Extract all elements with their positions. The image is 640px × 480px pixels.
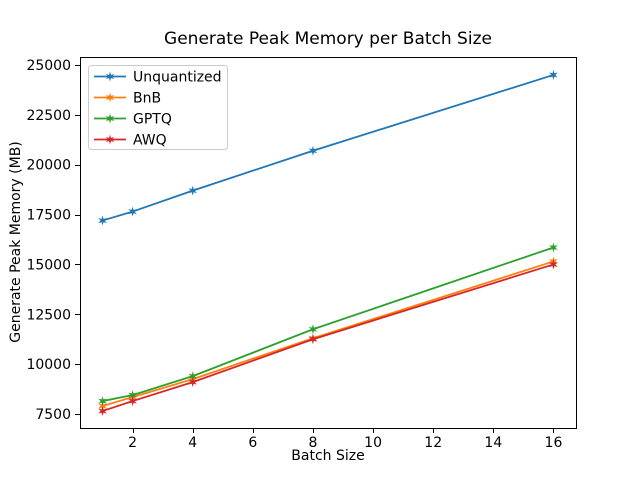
y-tick-label: 25000 <box>26 58 71 74</box>
marker-star-awq <box>549 259 558 270</box>
x-tick-label: 8 <box>309 435 318 451</box>
legend-item-gptq: GPTQ <box>94 112 172 128</box>
marker-star-gptq <box>98 396 107 407</box>
legend-marker-star <box>105 71 115 82</box>
y-tick-label: 22500 <box>26 108 71 124</box>
legend-marker-star <box>105 92 115 103</box>
series-line-awq <box>101 263 555 412</box>
marker-star-awq <box>128 396 137 407</box>
marker-star-awq <box>308 334 318 345</box>
marker-star-unquantized <box>128 206 137 217</box>
x-tick-label: 10 <box>364 435 382 451</box>
y-tick-label: 20000 <box>26 158 71 174</box>
chart-title: Generate Peak Memory per Batch Size <box>164 29 492 49</box>
marker-star-gptq <box>188 371 198 382</box>
y-tick-label: 7500 <box>35 407 71 423</box>
marker-star-awq <box>98 406 107 417</box>
marker-star-gptq <box>549 242 558 253</box>
legend-item-bnb: BnB <box>94 91 161 107</box>
y-tick-label: 12500 <box>26 307 71 323</box>
x-tick-label: 2 <box>128 435 137 451</box>
plot-area: 7500 10000 12500 15000 17500 20000 22500 25000 2… <box>26 57 577 451</box>
legend-marker-star <box>105 134 115 145</box>
y-axis-label: Generate Peak Memory (MB) <box>8 141 24 343</box>
y-tick-label: 17500 <box>26 208 71 224</box>
legend-item-unquantized: Unquantized <box>94 70 222 86</box>
series-line-gptq <box>101 246 555 402</box>
x-tick-label: 6 <box>248 435 257 451</box>
marker-star-unquantized <box>188 185 198 196</box>
legend: Unquantized BnB GPTQ AWQ <box>88 65 228 150</box>
legend-label: AWQ <box>133 133 167 149</box>
x-axis-label: Batch Size <box>291 448 364 464</box>
marker-star-awq <box>188 377 198 388</box>
marker-star-unquantized <box>98 215 107 226</box>
y-tick-label: 15000 <box>26 257 71 273</box>
marker-star-gptq <box>128 390 137 401</box>
axes-frame <box>80 57 577 429</box>
legend-label: GPTQ <box>133 112 172 128</box>
x-tick-label: 16 <box>545 435 563 451</box>
x-tick-label: 4 <box>188 435 197 451</box>
marker-star-unquantized <box>549 69 558 80</box>
y-tick-label: 10000 <box>26 357 71 373</box>
marker-star-unquantized <box>308 145 318 156</box>
marker-star-gptq <box>308 324 318 335</box>
legend-label: Unquantized <box>133 70 222 86</box>
x-tick-label: 14 <box>484 435 502 451</box>
legend-label: BnB <box>133 91 161 107</box>
legend-box <box>88 65 228 150</box>
x-tick-label: 12 <box>424 435 442 451</box>
legend-item-awq: AWQ <box>94 133 167 149</box>
legend-marker-star <box>105 113 115 124</box>
